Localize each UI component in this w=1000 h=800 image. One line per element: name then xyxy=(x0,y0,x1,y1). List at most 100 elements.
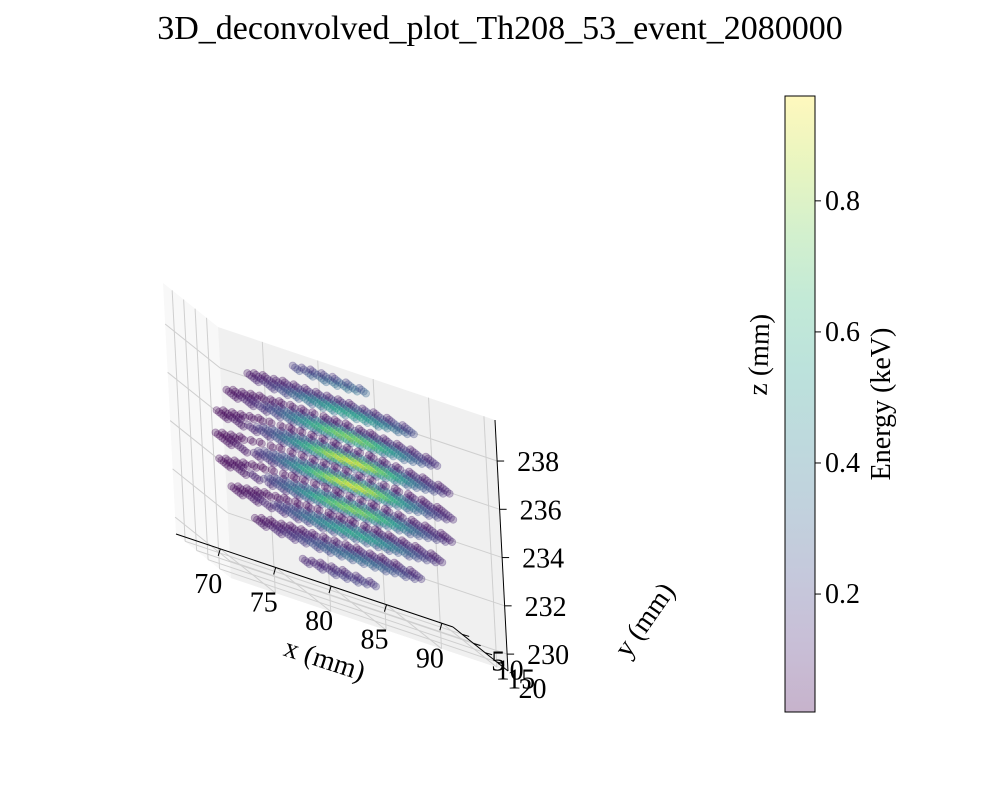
data-point xyxy=(215,454,224,463)
data-point xyxy=(262,489,271,498)
data-point xyxy=(268,383,277,392)
data-point xyxy=(346,502,355,511)
data-point xyxy=(372,467,381,476)
data-point xyxy=(287,430,296,439)
data-point xyxy=(379,434,388,443)
data-point xyxy=(316,402,325,411)
data-point xyxy=(364,558,373,567)
data-point xyxy=(275,482,284,491)
data-point xyxy=(325,519,334,528)
data-point xyxy=(337,380,346,389)
data-point xyxy=(283,385,292,394)
data-point xyxy=(352,456,361,465)
data-point xyxy=(345,483,354,492)
data-point xyxy=(323,448,332,457)
data-point xyxy=(320,562,329,571)
data-point xyxy=(371,443,380,452)
data-point xyxy=(337,459,346,468)
data-point xyxy=(251,393,260,402)
data-point xyxy=(339,508,348,517)
data-point xyxy=(311,472,320,481)
data-point xyxy=(256,374,265,383)
data-point xyxy=(228,385,237,394)
data-point xyxy=(390,569,399,578)
data-point xyxy=(288,523,297,532)
data-point xyxy=(354,504,363,513)
data-point xyxy=(323,523,332,532)
data-point xyxy=(355,383,364,392)
data-point xyxy=(353,387,362,396)
data-point xyxy=(317,500,326,509)
data-point xyxy=(303,391,312,400)
data-point xyxy=(214,407,223,416)
data-point xyxy=(275,407,284,416)
data-point xyxy=(262,448,271,457)
data-point xyxy=(345,456,354,465)
data-point xyxy=(298,554,307,563)
data-point xyxy=(320,474,329,483)
data-point xyxy=(281,383,290,392)
data-point xyxy=(334,498,343,507)
data-point xyxy=(404,489,413,498)
data-point xyxy=(330,528,339,537)
data-point xyxy=(352,409,361,418)
data-point xyxy=(356,413,365,422)
data-point xyxy=(254,493,263,502)
data-point xyxy=(308,441,317,450)
z-gridline xyxy=(219,367,498,462)
data-point xyxy=(399,524,408,533)
data-point xyxy=(405,506,414,515)
data-point xyxy=(327,515,336,524)
data-point xyxy=(381,469,390,478)
data-point xyxy=(310,396,319,405)
data-point xyxy=(301,487,310,496)
data-point xyxy=(291,415,300,424)
data-point xyxy=(308,454,317,463)
data-point xyxy=(341,498,350,507)
data-point xyxy=(248,470,257,479)
data-point xyxy=(315,539,324,548)
x-tick-label: 70 xyxy=(194,569,222,600)
data-point xyxy=(338,524,347,533)
data-point xyxy=(433,502,442,511)
data-point xyxy=(290,443,299,452)
data-point xyxy=(353,480,362,489)
data-point xyxy=(347,526,356,535)
data-point xyxy=(247,460,256,469)
data-point xyxy=(322,517,331,526)
data-point xyxy=(311,513,320,522)
data-point xyxy=(400,502,409,511)
data-point xyxy=(406,445,415,454)
data-point xyxy=(338,432,347,441)
data-point xyxy=(252,422,261,431)
data-point xyxy=(384,530,393,539)
data-point xyxy=(319,543,328,552)
data-point xyxy=(293,532,302,541)
data-point xyxy=(337,506,346,515)
data-point xyxy=(299,527,308,536)
data-point xyxy=(344,398,353,407)
data-point xyxy=(284,525,293,534)
data-point xyxy=(272,521,281,530)
data-point xyxy=(321,493,330,502)
data-point xyxy=(232,417,241,426)
data-point xyxy=(239,463,248,472)
data-point xyxy=(257,393,266,402)
data-point xyxy=(240,394,249,403)
data-point xyxy=(312,439,321,448)
data-point xyxy=(276,380,285,389)
data-point xyxy=(277,432,286,441)
data-point xyxy=(319,370,328,379)
data-point xyxy=(257,439,266,448)
data-point xyxy=(246,469,255,478)
data-point xyxy=(360,491,369,500)
data-point xyxy=(278,502,287,511)
data-point xyxy=(283,478,292,487)
data-point xyxy=(233,394,242,403)
data-point xyxy=(341,540,350,549)
data-point xyxy=(368,562,377,571)
data-point xyxy=(253,515,262,524)
data-point xyxy=(310,443,319,452)
data-point xyxy=(240,446,249,455)
data-point xyxy=(249,369,258,378)
